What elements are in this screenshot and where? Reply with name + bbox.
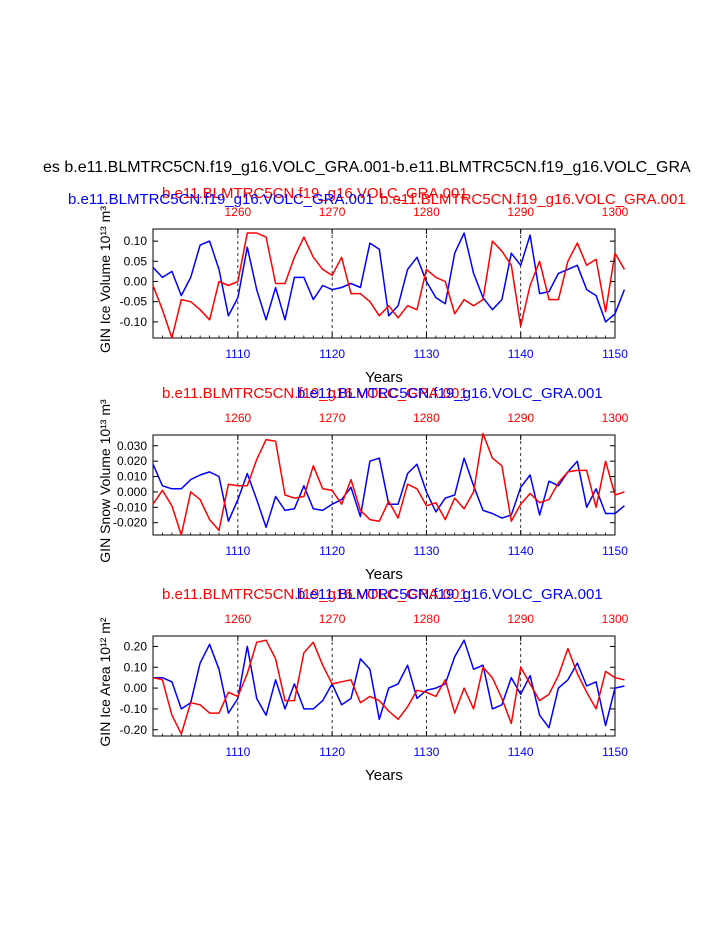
top-tick-label: 1260 <box>225 612 252 626</box>
y-tick-label: -0.020 <box>113 516 147 530</box>
plot-frame <box>152 434 616 536</box>
x-tick-label: 1140 <box>508 347 534 361</box>
chart-title-blue: b.e11.BLMTRC5CN.f19_g16.VOLC_GRA.001 <box>68 191 374 208</box>
top-tick-label: 1260 <box>225 411 252 425</box>
x-tick-label: 1140 <box>508 544 534 558</box>
top-tick-label: 1290 <box>507 612 534 626</box>
y-tick-label: -0.10 <box>120 702 148 716</box>
top-tick-label: 1290 <box>507 411 534 425</box>
top-tick-label: 1270 <box>319 205 346 219</box>
x-axis-label: Years <box>365 566 403 583</box>
y-tick-label: 0.020 <box>117 454 147 468</box>
top-tick-label: 1280 <box>413 205 440 219</box>
y-tick-label: 0.00 <box>124 274 148 288</box>
y-tick-label: 0.010 <box>117 470 147 484</box>
x-tick-label: 1110 <box>225 544 250 558</box>
x-tick-label: 1120 <box>319 745 345 759</box>
x-tick-label: 1130 <box>414 745 440 759</box>
x-tick-label: 1120 <box>319 347 345 361</box>
top-tick-label: 1260 <box>225 205 252 219</box>
chart-panel-1: b.e11.BLMTRC5CN.f19_g16.VOLC_GRA.001b.e1… <box>68 185 686 386</box>
series-line-blue <box>152 457 625 529</box>
chart-panels: b.e11.BLMTRC5CN.f19_g16.VOLC_GRA.001b.e1… <box>68 185 686 784</box>
top-tick-label: 1270 <box>319 612 346 626</box>
chart-title-red-long: b.e11.BLMTRC5CN.f19_g16.VOLC_GRA.001 <box>380 191 686 208</box>
top-tick-label: 1300 <box>602 205 629 219</box>
y-tick-label: -0.10 <box>120 315 148 329</box>
plot-frame <box>152 228 616 339</box>
x-tick-label: 1120 <box>319 544 345 558</box>
top-tick-label: 1290 <box>507 205 534 219</box>
top-tick-label: 1300 <box>602 411 629 425</box>
y-tick-label: -0.20 <box>120 723 148 737</box>
x-tick-label: 1150 <box>602 347 628 361</box>
y-tick-label: 0.000 <box>117 485 147 499</box>
y-tick-label: 0.10 <box>124 234 148 248</box>
x-tick-label: 1110 <box>225 347 250 361</box>
x-tick-label: 1150 <box>602 544 628 558</box>
top-tick-label: 1300 <box>602 612 629 626</box>
x-tick-label: 1140 <box>508 745 534 759</box>
x-tick-label: 1130 <box>414 347 440 361</box>
y-axis-label: GIN Ice Volume 10¹³ m³ <box>97 206 113 353</box>
top-tick-label: 1270 <box>319 411 346 425</box>
x-axis-label: Years <box>365 369 403 386</box>
chart-title-red: b.e11.BLMTRC5CN.f19_g16.VOLC_GRA.001 <box>162 586 468 603</box>
y-axis-label: GIN Ice Area 10¹² m² <box>97 617 113 746</box>
y-tick-label: 0.10 <box>124 660 148 674</box>
x-axis-label: Years <box>365 767 403 784</box>
series-line-blue <box>152 232 626 323</box>
series-line-red <box>152 639 625 735</box>
page-title: es b.e11.BLMTRC5CN.f19_g16.VOLC_GRA.001-… <box>43 159 691 176</box>
series-line-red <box>152 232 626 339</box>
y-axis-label: GIN Snow Volume 10¹³ m³ <box>97 399 113 563</box>
y-tick-label: 0.030 <box>117 439 147 453</box>
y-tick-label: -0.05 <box>120 295 148 309</box>
top-tick-label: 1280 <box>413 411 440 425</box>
series-line-blue <box>153 639 625 729</box>
chart-title-blue: b.e11.BLMTRC5CN.f19_g16.VOLC_GRA.001 <box>297 385 603 402</box>
chart-panel-3: b.e11.BLMTRC5CN.f19_g16.VOLC_GRA.001b.e1… <box>97 586 629 784</box>
chart-title-blue: b.e11.BLMTRC5CN.f19_g16.VOLC_GRA.001 <box>297 586 603 603</box>
y-tick-label: 0.00 <box>124 681 148 695</box>
top-tick-label: 1280 <box>413 612 440 626</box>
x-tick-label: 1130 <box>414 544 440 558</box>
chart-title-red: b.e11.BLMTRC5CN.f19_g16.VOLC_GRA.001 <box>162 185 468 202</box>
x-tick-label: 1110 <box>225 745 250 759</box>
plot-frame <box>152 635 616 737</box>
chart-panel-2: b.e11.BLMTRC5CN.f19_g16.VOLC_GRA.001b.e1… <box>97 385 629 583</box>
chart-title-red: b.e11.BLMTRC5CN.f19_g16.VOLC_GRA.001 <box>162 385 468 402</box>
y-tick-label: -0.010 <box>113 500 147 514</box>
y-tick-label: 0.05 <box>124 254 148 268</box>
y-tick-label: 0.20 <box>124 639 148 653</box>
series-line-red <box>152 432 625 536</box>
x-tick-label: 1150 <box>602 745 628 759</box>
